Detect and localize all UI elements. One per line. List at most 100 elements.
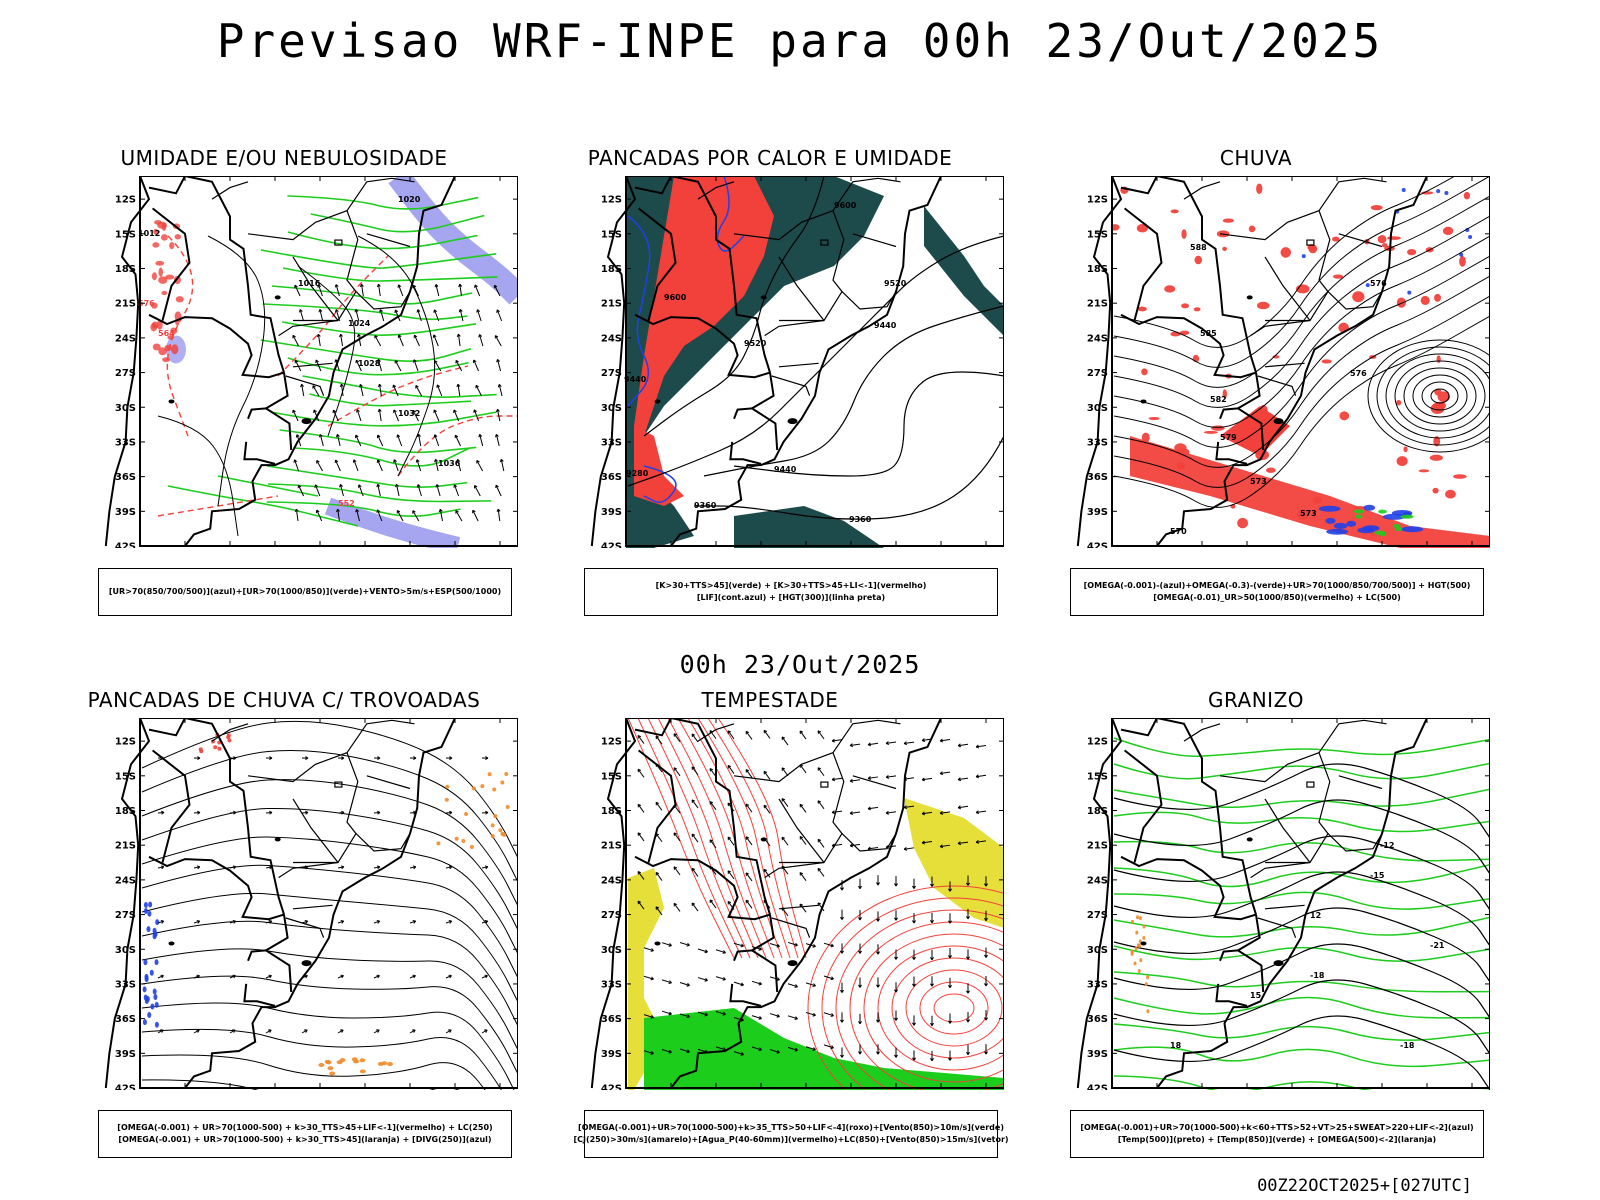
humidity-fields: [150, 176, 518, 548]
wind-vector-head: [722, 976, 726, 981]
wind-vector: [476, 309, 482, 322]
contour-label: -18: [1400, 1041, 1415, 1050]
wind-vector: [373, 811, 381, 814]
lat-tick-label: 24S: [601, 333, 622, 344]
wind-vector-head: [745, 803, 750, 808]
wind-vector: [318, 284, 323, 297]
lat-tick-label: 27S: [115, 910, 136, 921]
wind-vector-head: [975, 744, 980, 749]
country-borders: [1076, 176, 1428, 547]
wind-vector-head: [799, 803, 804, 808]
wind-vector-head: [957, 805, 962, 810]
storm-marker-orange: [490, 823, 495, 828]
coastline-west: [590, 176, 637, 547]
wind-vector-head: [449, 756, 453, 761]
red-patch: [170, 327, 178, 335]
wind-vector-head: [340, 1029, 344, 1033]
wind-vector-head: [686, 982, 690, 987]
wind-vector: [378, 409, 382, 422]
wind-vector-head: [354, 309, 359, 313]
rain-patch: [1463, 191, 1471, 200]
border-bolivia-peru: [1123, 207, 1163, 321]
wind-vector: [817, 800, 825, 810]
map-chuva: 588 585 582 579 576 576 573 573 570 12S 15S 18S 21S 2…: [1076, 176, 1490, 548]
hgt500-contour: [1113, 195, 1490, 388]
state-border-9: [697, 723, 735, 742]
rain-patch: [1148, 416, 1160, 421]
rain-patch: [1370, 204, 1383, 211]
wind-vector-head: [295, 434, 300, 438]
contour-label: 1012: [138, 229, 160, 238]
wind-vector: [958, 841, 969, 844]
wind-vector: [299, 309, 305, 322]
wind-vector: [637, 804, 645, 813]
contour-label: 588: [1190, 243, 1207, 252]
wind-vector-head: [359, 283, 364, 288]
contour-label: -21: [1430, 941, 1445, 950]
storm-marker-orange: [492, 787, 497, 792]
rain-patch: [1272, 355, 1280, 359]
omega-patch-green: [1400, 514, 1414, 519]
wind-vector: [412, 410, 419, 422]
wind-vector: [335, 359, 340, 372]
state-border-2: [1264, 798, 1311, 863]
wind-vector-head: [456, 333, 461, 338]
state-border-7: [771, 917, 811, 938]
wind-vector-head: [817, 867, 822, 872]
wind-vector: [673, 767, 681, 777]
wind-vector: [292, 409, 299, 422]
lat-tick-label: 24S: [1087, 333, 1108, 344]
wind-vector-head: [354, 434, 359, 439]
axes: 12S15S18S21S24S27S30S33S36S39S42S70W65W6…: [601, 176, 1004, 548]
wind-vector-head: [476, 309, 481, 313]
wind-vector: [733, 1016, 744, 1021]
wind-vector-head: [376, 974, 380, 979]
legend-line: [CJ(250)>30m/s](amarelo)+[Agua_P(40-60mm…: [573, 1135, 1009, 1144]
wind-vector: [193, 866, 200, 869]
border-brazil-argentina: [751, 914, 775, 952]
humidity-contour-green: [287, 231, 478, 250]
rain-patch: [1308, 244, 1318, 254]
wind-vector: [733, 942, 744, 947]
red-patch: [156, 320, 163, 330]
cyclone-contour: [1421, 381, 1459, 411]
rain-patch: [1321, 359, 1332, 364]
wind-vector-head: [817, 838, 822, 843]
wind-vector-head: [318, 309, 323, 313]
wind-vector: [733, 1051, 744, 1056]
rain-patch: [1377, 235, 1387, 244]
wind-vector-head: [376, 509, 381, 513]
map-frame: [625, 176, 1004, 547]
wind-vector-head: [840, 1019, 844, 1023]
state-border-3: [832, 177, 901, 212]
wind-vector: [457, 384, 461, 397]
hgt300-contour: [694, 435, 1004, 520]
wind-vector-head: [673, 832, 678, 836]
lake-marker: [760, 837, 767, 842]
lat-tick-label: 33S: [115, 979, 136, 990]
red-patch: [158, 347, 167, 356]
omega-patch-blue: [1365, 283, 1370, 288]
wind-vector-head: [876, 1019, 880, 1023]
divergence-marker: [155, 919, 160, 926]
wind-vector-head: [794, 942, 798, 947]
wind-vector-head: [317, 284, 322, 288]
red-patch: [165, 274, 175, 280]
contour-label: -15: [1370, 871, 1385, 880]
hgt500-contour: [1113, 176, 1457, 348]
wind-vector: [476, 460, 484, 472]
wind-vector: [435, 459, 439, 472]
red-patch: [150, 302, 158, 309]
wind-vector-head: [485, 810, 489, 815]
wind-vector-head: [493, 284, 498, 289]
contour-label: 9520: [744, 339, 767, 348]
wind-vector: [799, 872, 807, 881]
state-border-6: [1264, 362, 1305, 368]
wind-vector-head: [374, 335, 378, 339]
contour-label: -12: [1380, 841, 1394, 850]
state-border-7: [1257, 375, 1297, 396]
wind-vector: [823, 975, 834, 980]
rain-patch: [1222, 246, 1227, 252]
omega-patch-green: [1392, 524, 1401, 529]
wind-vector-head: [316, 333, 321, 338]
